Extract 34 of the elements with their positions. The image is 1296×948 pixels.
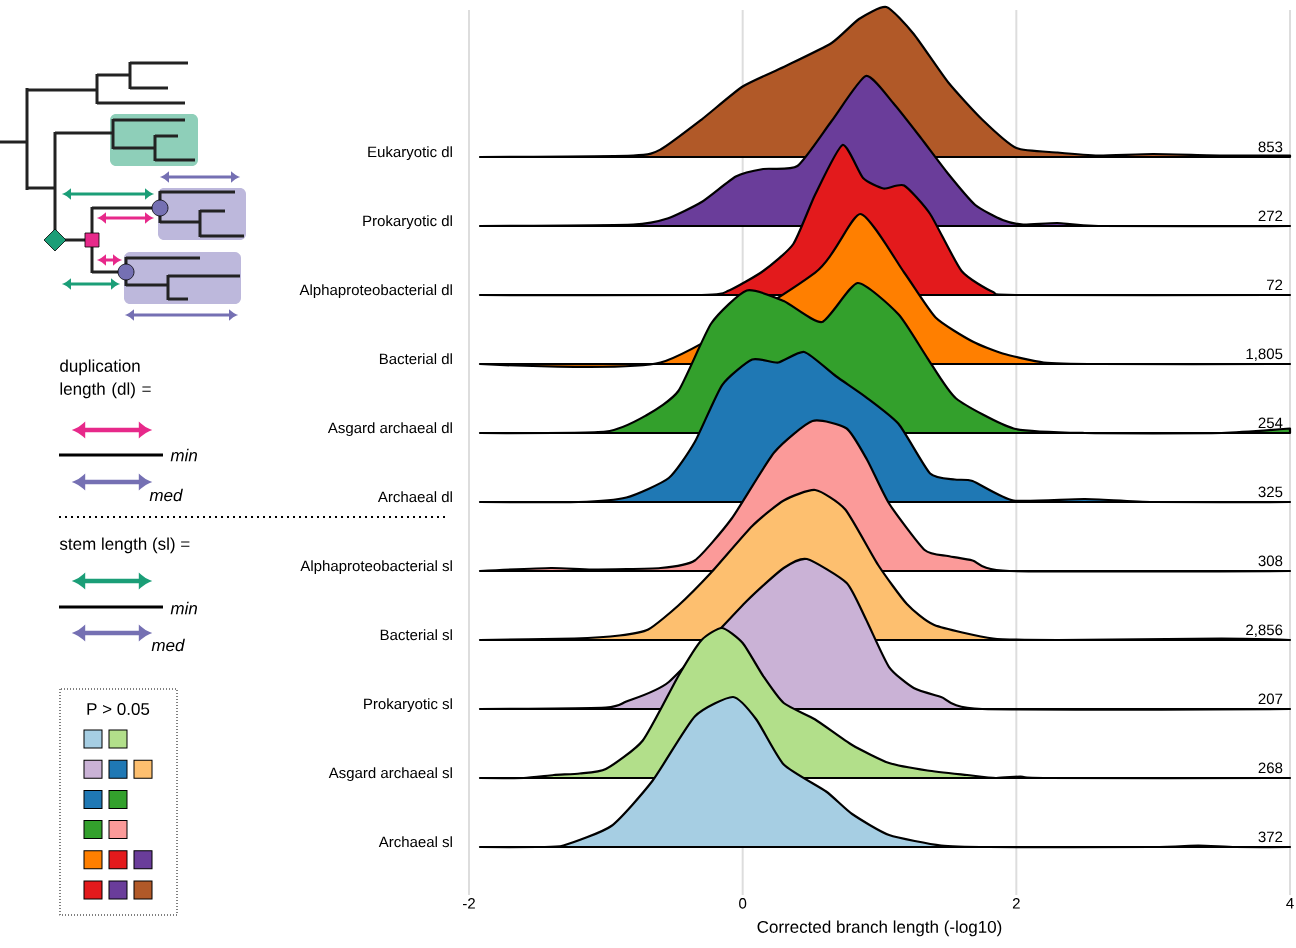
- x-tick-label: -2: [463, 898, 475, 909]
- y-axis-title: Archaeal sl: [378, 836, 452, 848]
- annotation: 372: [1258, 831, 1283, 843]
- y-axis-title: Bacterial dl: [379, 353, 452, 365]
- annotation: 254: [1258, 417, 1283, 429]
- annotation: 207: [1258, 693, 1283, 705]
- y-axis-title: Archaeal dl: [377, 491, 452, 503]
- text: med: [151, 638, 185, 652]
- y-axis-title: Prokaryotic dl: [363, 215, 452, 230]
- y-axis-title: Asgard archaeal dl: [327, 422, 452, 437]
- x-tick-label: 0: [739, 898, 747, 909]
- y-axis-title: Eukaryotic dl: [368, 146, 452, 161]
- annotation: 853: [1258, 141, 1283, 153]
- x-tick-label: 4: [1286, 898, 1294, 909]
- annotation: 268: [1258, 762, 1283, 774]
- y-axis-title: Alphaproteobacterial sl: [300, 560, 452, 575]
- annotation: 325: [1258, 486, 1283, 498]
- annotation: 2,856: [1246, 624, 1283, 637]
- x-tick-label: 2: [1012, 898, 1020, 909]
- annotation: 72: [1267, 279, 1283, 290]
- text: P > 0.05: [87, 703, 150, 716]
- text: min: [170, 448, 198, 462]
- y-axis-title: Alphaproteobacterial dl: [299, 284, 452, 299]
- annotation: 272: [1258, 210, 1283, 222]
- annotation: 308: [1258, 555, 1283, 567]
- y-axis-title: Asgard archaeal sl: [328, 767, 452, 782]
- annotation: 1,805: [1246, 348, 1283, 361]
- text: duplication length (dl) =: [60, 359, 151, 399]
- text: min: [170, 601, 198, 615]
- y-axis-title: Bacterial sl: [380, 629, 452, 641]
- y-axis-title: Prokaryotic sl: [364, 698, 452, 713]
- text: stem length (sl) =: [59, 537, 190, 554]
- x-axis-title: Corrected branch length (-log10): [757, 920, 1002, 937]
- text: med: [149, 488, 183, 502]
